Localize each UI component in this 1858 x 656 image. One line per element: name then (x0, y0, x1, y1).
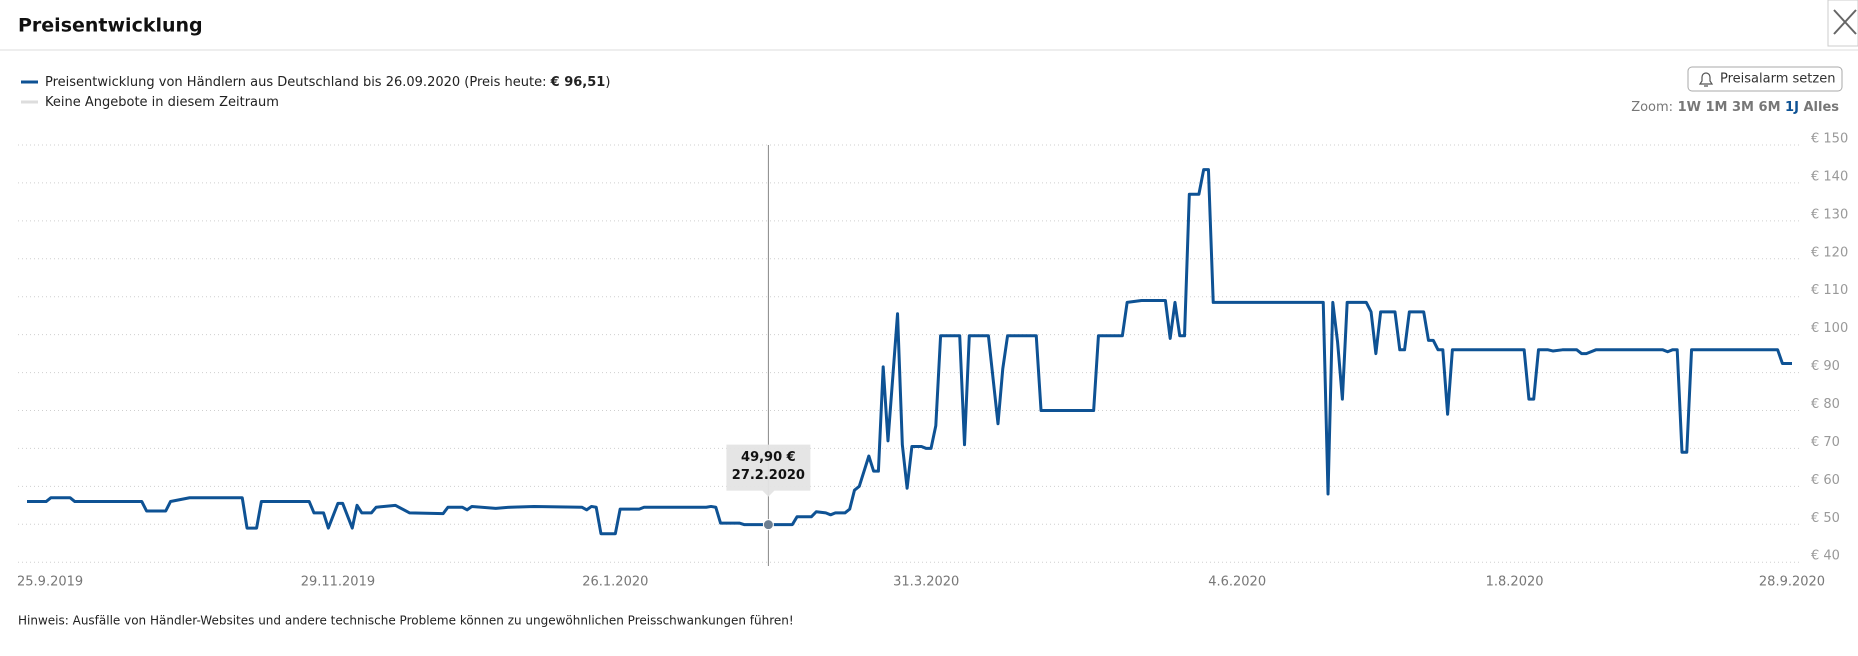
y-tick-label: € 50 (1811, 511, 1840, 526)
y-tick-label: € 130 (1811, 207, 1848, 222)
y-tick-label: € 150 (1811, 132, 1848, 147)
zoom-option[interactable]: 6M (1759, 100, 1781, 115)
legend-emphasis: € 96,51 (550, 75, 606, 90)
hover-point (762, 519, 774, 531)
y-tick-label: € 100 (1811, 321, 1848, 336)
legend-text: Keine Angebote in diesem Zeitraum (45, 95, 279, 110)
zoom-option[interactable]: 1W (1678, 100, 1701, 115)
tooltip-label: 49,90 € (741, 450, 796, 465)
x-tick-label: 25.9.2019 (17, 575, 83, 590)
y-tick-label: € 110 (1811, 283, 1848, 298)
x-tick-label: 1.8.2020 (1486, 575, 1544, 590)
footer-note: Hinweis: Ausfälle von Händler-Websites u… (18, 614, 794, 628)
legend-suffix: ) (605, 75, 610, 90)
y-tick-label: € 60 (1811, 473, 1840, 488)
alarm-button[interactable]: Preisalarm setzen (1687, 66, 1843, 92)
legend-text: Preisentwicklung von Händlern aus Deutsc… (45, 75, 551, 90)
zoom-option[interactable]: 3M (1732, 100, 1754, 115)
y-tick-label: € 80 (1811, 397, 1840, 412)
legend-entry: Keine Angebote in diesem Zeitraum (45, 95, 279, 110)
x-tick-label: 31.3.2020 (893, 575, 959, 590)
zoom-bar: Zoom: 1W 1M 3M 6M 1J Alles (1631, 100, 1839, 115)
dialog-title: Preisentwicklung (18, 15, 203, 37)
y-tick-label: € 40 (1811, 549, 1840, 564)
zoom-label: Zoom: (1631, 100, 1673, 115)
zoom-option[interactable]: 1M (1706, 100, 1728, 115)
close-button[interactable] (1827, 0, 1858, 47)
zoom-option[interactable]: Alles (1803, 100, 1839, 115)
alarm-button-box[interactable] (1687, 66, 1843, 92)
y-tick-label: € 120 (1811, 245, 1848, 260)
tooltip-box (726, 444, 811, 497)
alarm-button-label[interactable]: Preisalarm setzen (1720, 72, 1835, 87)
y-tick-label: € 70 (1811, 435, 1840, 450)
close-icon[interactable] (1833, 9, 1857, 35)
bell-icon[interactable] (1698, 72, 1714, 87)
tooltip: 49,90 € 27.2.2020 (726, 444, 811, 497)
x-tick-label: 28.9.2020 (1759, 575, 1825, 590)
legend-entry: Preisentwicklung von Händlern aus Deutsc… (45, 75, 610, 90)
zoom-option[interactable]: 1J (1785, 100, 1799, 115)
tooltip-label: 27.2.2020 (732, 468, 805, 483)
price-line (27, 168, 1792, 536)
y-tick-label: € 140 (1811, 169, 1848, 184)
x-tick-label: 4.6.2020 (1208, 575, 1266, 590)
y-tick-label: € 90 (1811, 359, 1840, 374)
x-tick-label: 26.1.2020 (582, 575, 648, 590)
x-tick-label: 29.11.2019 (301, 575, 375, 590)
